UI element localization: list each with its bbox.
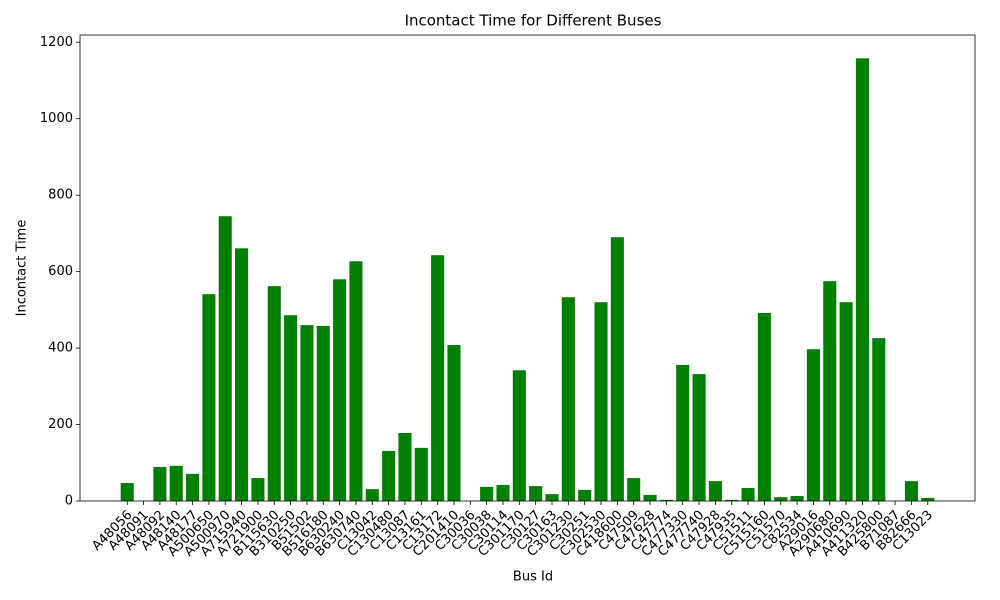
bar	[610, 237, 624, 501]
bar	[904, 481, 918, 501]
bar	[872, 338, 886, 501]
bar	[659, 499, 673, 501]
y-tick-label: 600	[48, 264, 73, 279]
y-axis-label: Incontact Time	[15, 220, 30, 317]
bar	[300, 325, 314, 501]
bar	[529, 486, 543, 501]
x-axis-label: Bus Id	[513, 570, 553, 585]
y-tick-label: 800	[48, 188, 73, 203]
bar	[218, 216, 232, 501]
bar	[594, 302, 608, 501]
bar	[692, 374, 706, 501]
bar	[512, 370, 526, 501]
bar	[561, 297, 575, 501]
bar	[333, 279, 347, 501]
plot-frame	[79, 34, 976, 502]
bar	[643, 494, 657, 501]
bar	[398, 432, 412, 501]
bar	[202, 294, 216, 501]
bar	[757, 312, 771, 501]
bar	[414, 447, 428, 501]
bar	[431, 255, 445, 501]
y-tick-label: 0	[65, 494, 73, 509]
bar	[725, 499, 739, 501]
bar	[382, 450, 396, 501]
bar	[120, 483, 134, 501]
bar	[480, 486, 494, 501]
bar	[349, 261, 363, 501]
bar	[774, 497, 788, 501]
bar	[839, 302, 853, 501]
bar	[235, 248, 249, 501]
bar	[284, 315, 298, 501]
bar	[496, 484, 510, 501]
y-tick-label: 1000	[40, 111, 73, 126]
bar	[545, 494, 559, 501]
bar	[251, 478, 265, 501]
bar	[365, 489, 379, 501]
bar	[855, 58, 869, 501]
bar	[316, 325, 330, 501]
bar	[169, 465, 183, 501]
chart-title: Incontact Time for Different Buses	[405, 12, 662, 30]
bar	[806, 349, 820, 501]
y-tick-label: 400	[48, 341, 73, 356]
bar	[186, 473, 200, 501]
bar	[578, 489, 592, 501]
bar	[708, 481, 722, 501]
bar	[676, 364, 690, 501]
bar	[627, 478, 641, 501]
bar	[823, 281, 837, 501]
y-tick-label: 1200	[40, 35, 73, 50]
y-tick-label: 200	[48, 417, 73, 432]
bar	[921, 497, 935, 501]
bar	[741, 488, 755, 501]
bar	[153, 466, 167, 501]
bar	[447, 345, 461, 501]
bar	[267, 286, 281, 501]
bar	[790, 496, 804, 501]
